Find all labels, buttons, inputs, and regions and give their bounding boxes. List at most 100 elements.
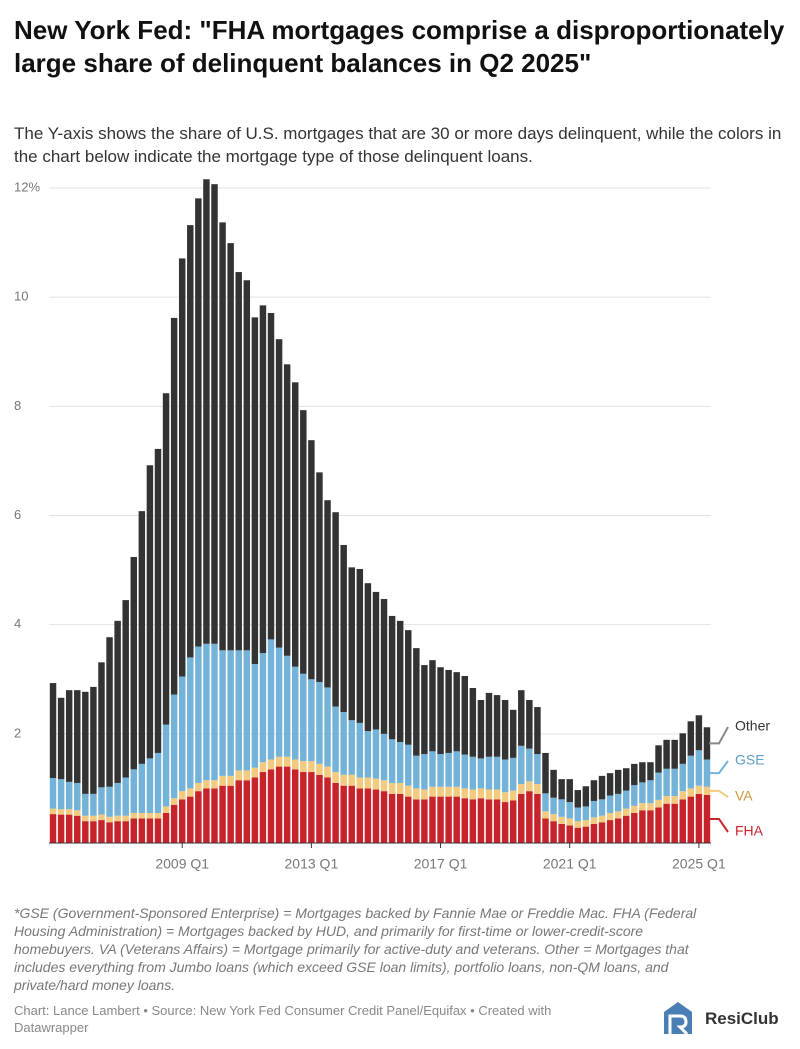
bar-segment (227, 243, 234, 651)
bar-segment (122, 815, 129, 822)
bar-segment (566, 818, 573, 826)
bar-segment (453, 672, 460, 752)
bar-segment (283, 766, 291, 843)
bar-segment (316, 763, 323, 775)
chart: 2 4 6 8 10 12% 2009 Q1 2013 Q1 2017 Q1 2021 Q1 202… (14, 179, 770, 872)
x-tick-label: 2013 Q1 (285, 856, 339, 872)
bar-segment (647, 780, 654, 804)
legend-label: GSE (735, 752, 765, 768)
bar-segment (566, 825, 573, 843)
bar-segment (687, 721, 695, 756)
bar-segment (195, 198, 202, 647)
bar-segment (501, 699, 509, 760)
bar-segment (598, 822, 606, 843)
bar-segment (259, 772, 267, 843)
bar-segment (154, 752, 162, 813)
bar-segment (49, 683, 57, 779)
bar-segment (590, 817, 598, 824)
bar-segment (534, 707, 541, 755)
bar-segment (614, 811, 622, 819)
bar-segment (146, 465, 154, 759)
bar-segment (461, 675, 468, 755)
bar-segment (292, 769, 299, 843)
bar-segment (493, 799, 501, 843)
bar-segment (372, 789, 380, 843)
bar-segment (469, 687, 477, 757)
bar-segment (655, 807, 662, 843)
bar-segment (106, 637, 113, 787)
bar-segment (453, 786, 460, 797)
x-tick-label: 2025 Q1 (672, 856, 726, 872)
bar-segment (598, 815, 606, 823)
bar-segment (380, 599, 388, 734)
bar-segment (348, 720, 355, 775)
bar-segment (437, 754, 444, 787)
bar-segment (114, 815, 121, 822)
bar-segment (380, 791, 388, 843)
bar-segment (429, 786, 436, 797)
bar-segment (227, 775, 234, 786)
bar-segment (550, 814, 557, 822)
bar-segment (558, 779, 565, 800)
bar-segment (598, 799, 606, 816)
bar-segment (614, 769, 622, 794)
bar-segment (122, 777, 129, 816)
bar-segment (623, 768, 630, 791)
bar-segment (114, 821, 121, 843)
footnote: *GSE (Government-Sponsored Enterprise) =… (14, 905, 697, 993)
bar-segment (316, 774, 323, 843)
bar-segment (356, 722, 364, 778)
bar-segment (372, 778, 380, 790)
bar-segment (518, 793, 525, 843)
bar-segment (219, 775, 226, 786)
bar-segment (203, 788, 210, 843)
bar-segment (614, 818, 622, 843)
bar-segment (550, 769, 557, 798)
bar-segment (130, 812, 137, 819)
bar-segment (518, 690, 525, 746)
legend-leader (709, 760, 729, 775)
bar-segment (316, 472, 323, 682)
bar-segment (558, 799, 565, 817)
bar-segment (655, 799, 662, 808)
bar-segment (703, 727, 711, 760)
bar-segment (178, 676, 186, 792)
bar-segment (655, 745, 662, 773)
bar-segment (300, 673, 307, 762)
bar-segment (582, 806, 590, 821)
bar-segment (178, 799, 186, 843)
bar-segment (469, 799, 477, 843)
bar-segment (413, 788, 420, 800)
bar-segment (146, 758, 154, 813)
bar-segment (364, 583, 372, 732)
bar-segment (90, 686, 97, 794)
bar-segment (639, 810, 646, 843)
bar-segment (687, 796, 695, 843)
bar-segment (695, 750, 703, 786)
bar-segment (703, 786, 711, 795)
bar-segment (356, 777, 364, 789)
bar-segment (671, 739, 678, 769)
bar-segment (647, 810, 654, 843)
bar-segment (106, 816, 113, 823)
bar-segment (90, 793, 97, 816)
bar-segment (703, 794, 711, 843)
bar-segment (364, 788, 372, 843)
bar-segment (267, 769, 275, 843)
bar-segment (348, 774, 355, 786)
bar-segment (461, 798, 468, 843)
legend-label: FHA (735, 823, 764, 839)
bar-segment (170, 804, 178, 843)
bar-segment (57, 697, 65, 780)
bar-segment (114, 782, 121, 816)
legend-leader (709, 726, 729, 745)
bar-segment (695, 793, 703, 843)
bar-segment (203, 780, 210, 789)
bar-segment (663, 796, 670, 804)
bar-segment (574, 827, 582, 843)
bar-segment (501, 802, 509, 843)
bar-segment (98, 787, 105, 815)
bar-segment (170, 798, 178, 805)
bar-segment (65, 809, 73, 815)
logo-shape (664, 1002, 692, 1034)
